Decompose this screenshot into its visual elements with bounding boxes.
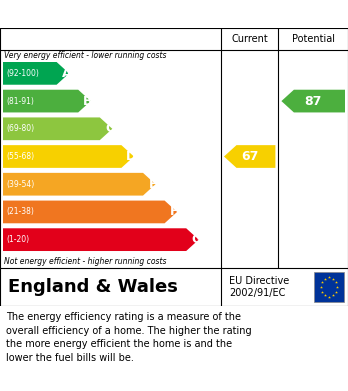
Text: B: B [83,95,93,108]
Text: (69-80): (69-80) [6,124,34,133]
Text: F: F [170,205,179,219]
Text: Not energy efficient - higher running costs: Not energy efficient - higher running co… [4,258,166,267]
Polygon shape [3,90,91,113]
Polygon shape [3,117,112,140]
Text: Very energy efficient - lower running costs: Very energy efficient - lower running co… [4,52,166,61]
Text: G: G [191,233,201,246]
Polygon shape [282,90,345,113]
Text: 2002/91/EC: 2002/91/EC [229,288,285,298]
Text: (1-20): (1-20) [6,235,29,244]
Text: E: E [149,178,157,191]
Polygon shape [3,228,199,251]
Text: The energy efficiency rating is a measure of the
overall efficiency of a home. T: The energy efficiency rating is a measur… [6,312,252,363]
Text: England & Wales: England & Wales [8,278,178,296]
Text: 67: 67 [241,150,258,163]
Text: (39-54): (39-54) [6,180,34,189]
Text: (81-91): (81-91) [6,97,34,106]
Text: C: C [105,122,114,135]
Text: (21-38): (21-38) [6,208,34,217]
Bar [314,272,344,302]
Polygon shape [3,145,134,168]
Text: (55-68): (55-68) [6,152,34,161]
Text: Current: Current [231,34,268,44]
Text: A: A [62,67,71,80]
Polygon shape [3,201,177,223]
Text: 87: 87 [304,95,322,108]
Polygon shape [224,145,275,168]
Text: EU Directive: EU Directive [229,276,289,286]
Polygon shape [3,62,69,85]
Text: Potential: Potential [292,34,335,44]
Text: (92-100): (92-100) [6,69,39,78]
Text: D: D [126,150,136,163]
Polygon shape [3,173,156,196]
Text: Energy Efficiency Rating: Energy Efficiency Rating [9,7,211,22]
